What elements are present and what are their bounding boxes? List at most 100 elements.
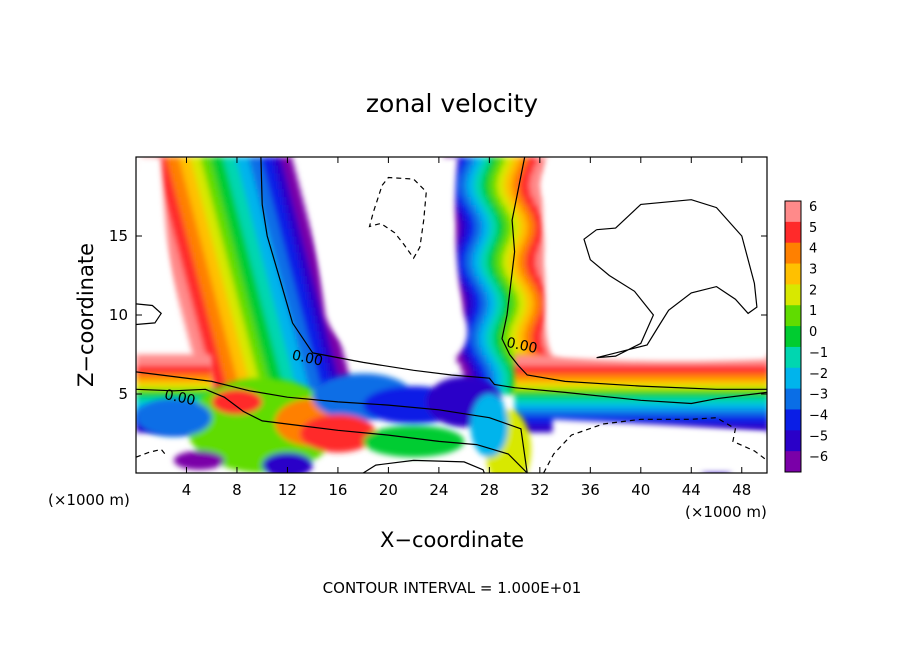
left-jet-cell	[267, 370, 281, 379]
colorbar-cell	[785, 451, 801, 473]
right-jet-cell	[471, 354, 480, 363]
right-jet-cell	[488, 251, 497, 261]
right-jet-cell	[471, 196, 480, 205]
right-jet-cell	[511, 299, 520, 308]
left-jet-cell	[234, 283, 246, 292]
left-jet-cell	[212, 236, 223, 245]
right-jet-cell	[509, 291, 518, 300]
right-jet-cell	[533, 164, 545, 174]
left-jet-cell	[217, 299, 230, 308]
left-jet-cell	[194, 307, 208, 316]
left-jet-cell	[253, 315, 267, 324]
left-jet-cell	[224, 243, 235, 253]
right-jet-cell	[494, 378, 503, 387]
field-blob	[173, 450, 225, 470]
left-jet-cell	[189, 291, 204, 300]
left-jet-cell	[284, 338, 298, 348]
right-jet-cell	[538, 243, 550, 253]
left-jet-cell	[230, 267, 242, 277]
right-jet-cell	[460, 204, 469, 213]
left-jet-cell	[307, 378, 321, 387]
right-jet-cell	[474, 346, 483, 356]
left-jet-cell	[199, 188, 211, 198]
left-jet-cell	[244, 236, 259, 245]
x-tick-label: 24	[429, 481, 448, 499]
left-jet-cell	[202, 243, 215, 253]
right-jet-cell	[505, 243, 515, 253]
left-jet-cell	[257, 370, 269, 379]
left-jet-cell	[220, 228, 231, 237]
left-jet-cell	[241, 346, 252, 356]
x-tick-label: 44	[682, 481, 701, 499]
left-jet-cell	[263, 307, 277, 316]
right-jet-cell	[509, 378, 518, 387]
right-jet-cell	[480, 251, 489, 261]
right-jet-cell	[495, 259, 504, 269]
left-jet-cell	[240, 307, 252, 316]
left-jet-cell	[278, 220, 291, 229]
left-jet-cell	[160, 180, 175, 190]
right-jet-cell	[464, 291, 473, 300]
left-jet-cell	[301, 354, 315, 363]
right-jet-cell	[520, 188, 532, 198]
left-jet-cell	[311, 346, 324, 356]
colorbar-frame	[784, 200, 802, 473]
right-jet-cell	[490, 243, 499, 253]
right-jet-cell	[474, 157, 483, 166]
right-jet-cell	[468, 283, 477, 292]
right-jet-cell	[466, 180, 475, 190]
left-jet-cell	[221, 315, 234, 324]
right-jet-cell	[527, 346, 536, 356]
left-jet-cell	[309, 259, 320, 269]
right-jet-cell	[473, 322, 482, 332]
left-jet-cell	[205, 212, 217, 221]
left-jet-cell	[274, 204, 287, 213]
left-jet-cell	[205, 172, 217, 182]
left-jet-cell	[213, 164, 227, 174]
right-jet-cell	[524, 196, 535, 205]
left-jet-cell	[312, 307, 323, 316]
right-jet-cell	[486, 354, 495, 363]
right-jet-cell	[506, 315, 515, 324]
left-jet-cell	[263, 164, 276, 174]
left-jet-cell	[282, 236, 295, 245]
closed-contour	[362, 459, 485, 473]
shear-band	[514, 373, 767, 381]
left-jet-cell	[288, 259, 301, 269]
right-jet-cell	[495, 251, 504, 261]
left-jet-cell	[251, 212, 265, 221]
right-jet-cell	[509, 307, 518, 316]
left-jet-cell	[253, 172, 267, 182]
left-jet-cell	[208, 315, 223, 324]
right-jet-cell	[494, 236, 503, 245]
left-jet-cell	[301, 307, 314, 316]
left-jet-cell	[201, 157, 212, 166]
right-jet-cell	[534, 228, 546, 237]
left-jet-cell	[216, 251, 227, 261]
shear-band	[514, 392, 767, 398]
right-jet-cell	[511, 157, 521, 166]
colorbar-cell	[785, 221, 801, 244]
contour-label: 0.00	[290, 348, 324, 370]
left-jet-cell	[231, 354, 244, 363]
left-jet-cell	[255, 275, 269, 284]
right-jet-cell	[501, 330, 510, 340]
left-jet-cell	[327, 362, 337, 371]
right-jet-cell	[478, 275, 488, 284]
left-jet-cell	[310, 299, 321, 308]
right-jet-cell	[475, 172, 484, 182]
x-axis-label: X−coordinate	[380, 528, 524, 552]
right-jet-cell	[502, 307, 511, 316]
right-jet-cell	[497, 172, 507, 182]
left-jet-cell	[296, 243, 306, 253]
right-jet-cell	[460, 362, 469, 371]
right-jet-cell	[542, 338, 553, 348]
right-jet-cell	[471, 330, 480, 340]
right-jet-cell	[456, 275, 465, 284]
left-jet-cell	[238, 259, 252, 269]
left-jet-cell	[222, 275, 234, 284]
left-jet-cell	[257, 283, 271, 292]
right-jet-cell	[463, 370, 472, 379]
left-jet-cell	[197, 180, 209, 190]
left-jet-cell	[283, 196, 294, 205]
